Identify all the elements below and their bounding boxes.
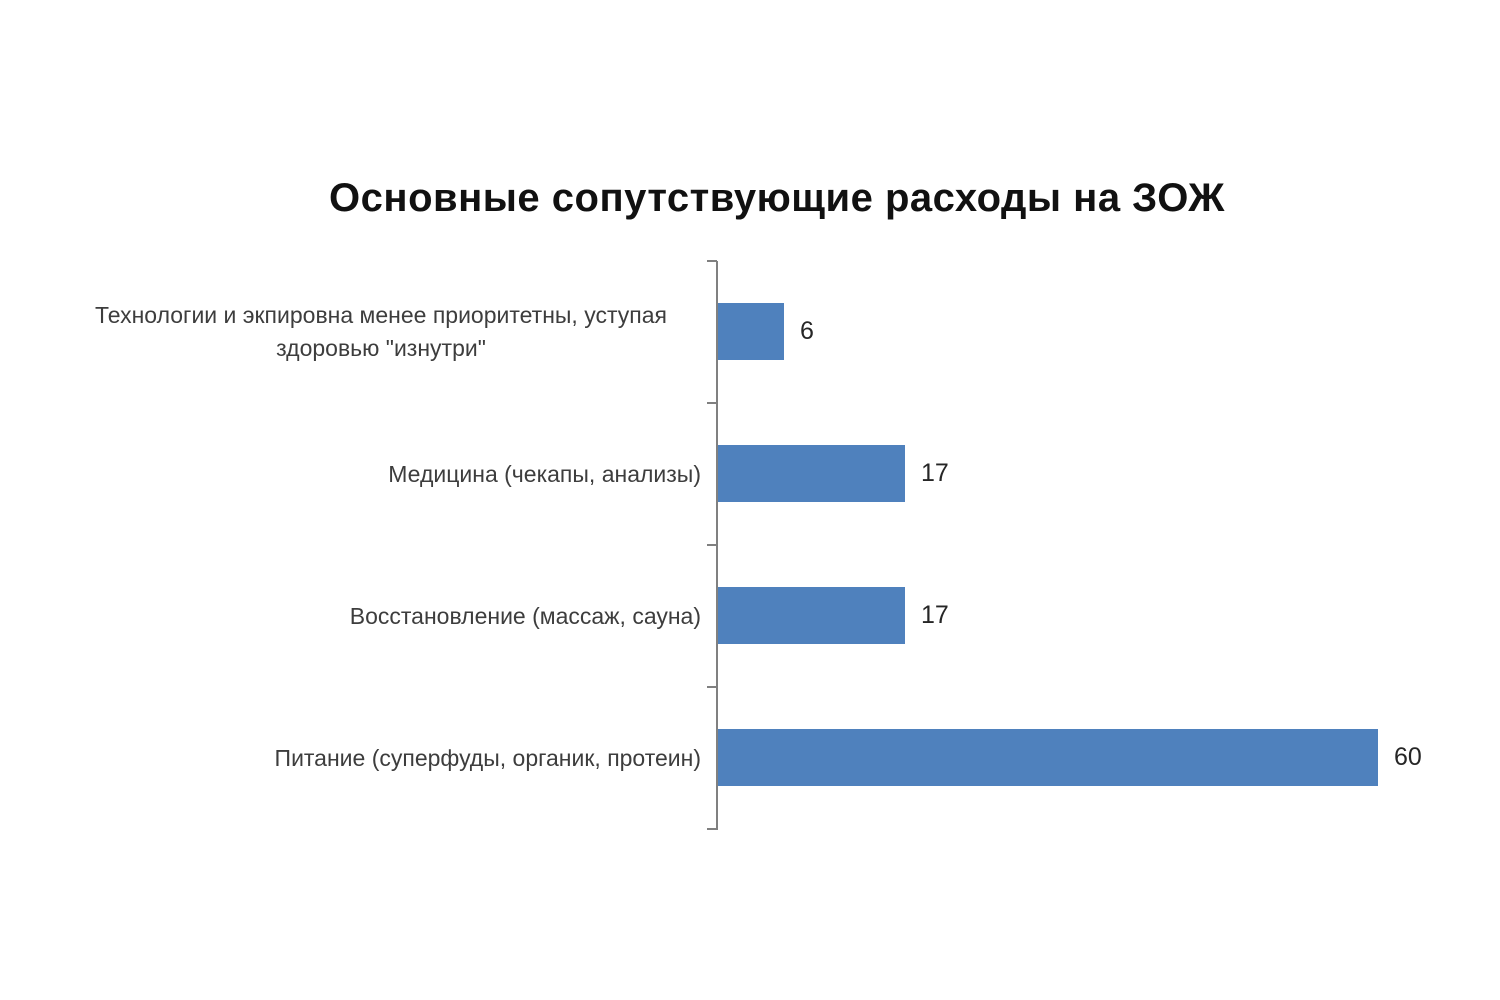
- category-label-cell: Технологии и экпировна менее приоритетны…: [0, 261, 701, 403]
- axis-tick: [707, 260, 717, 262]
- category-label: Технологии и экпировна менее приоритетны…: [95, 302, 667, 361]
- category-label: Питание (суперфуды, органик, протеин): [274, 744, 701, 771]
- axis-tick: [707, 828, 717, 830]
- category-label: Медицина (чекапы, анализы): [388, 460, 701, 487]
- plot-area: Технологии и экпировна менее приоритетны…: [0, 260, 1500, 830]
- category-label: Восстановление (массаж, сауна): [349, 602, 701, 629]
- category-axis-line: [716, 261, 718, 830]
- bar-row: Питание (суперфуды, органик, протеин) 60: [0, 687, 1500, 829]
- value-label: 60: [1394, 743, 1422, 771]
- bar: [718, 445, 905, 502]
- axis-tick: [707, 544, 717, 546]
- bar: [718, 729, 1378, 786]
- bar-row: Технологии и экпировна менее приоритетны…: [0, 261, 1500, 403]
- value-label: 17: [921, 459, 949, 487]
- bar-row: Медицина (чекапы, анализы) 17: [0, 403, 1500, 545]
- axis-tick: [707, 402, 717, 404]
- bar: [718, 587, 905, 644]
- value-label: 6: [800, 317, 814, 345]
- bar-row: Восстановление (массаж, сауна) 17: [0, 545, 1500, 687]
- axis-tick: [707, 686, 717, 688]
- category-label-cell: Восстановление (массаж, сауна): [0, 545, 701, 687]
- category-label-cell: Медицина (чекапы, анализы): [0, 403, 701, 545]
- category-label-cell: Питание (суперфуды, органик, протеин): [0, 687, 701, 829]
- value-label: 17: [921, 601, 949, 629]
- bar: [718, 303, 784, 360]
- chart-title: Основные сопутствующие расходы на ЗОЖ: [329, 176, 1225, 220]
